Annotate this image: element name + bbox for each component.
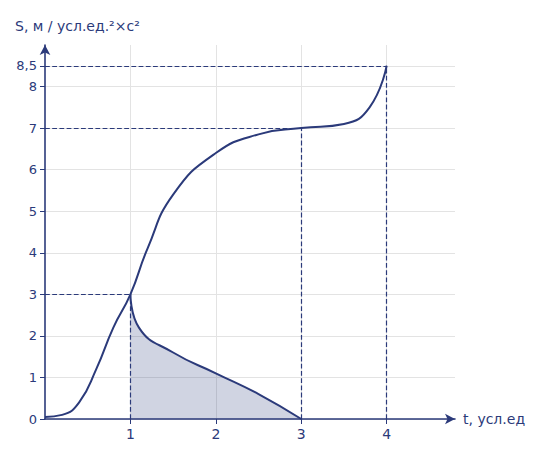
svg-text:3: 3 [29, 287, 37, 302]
svg-text:1: 1 [126, 426, 135, 442]
svg-text:0: 0 [29, 412, 37, 427]
svg-text:5: 5 [29, 204, 37, 219]
svg-text:6: 6 [29, 162, 37, 177]
svg-text:8: 8 [29, 79, 37, 94]
svg-text:2: 2 [211, 426, 220, 442]
svg-text:3: 3 [297, 426, 306, 442]
svg-text:1: 1 [29, 370, 37, 385]
svg-text:2: 2 [29, 328, 37, 343]
svg-text:S, м / усл.ед.²×с²: S, м / усл.ед.²×с² [15, 18, 140, 34]
svg-text:8,5: 8,5 [16, 58, 37, 73]
svg-text:4: 4 [29, 245, 37, 260]
svg-text:t, усл.ед: t, усл.ед [463, 411, 525, 427]
svg-text:4: 4 [382, 426, 391, 442]
svg-text:7: 7 [29, 121, 37, 136]
